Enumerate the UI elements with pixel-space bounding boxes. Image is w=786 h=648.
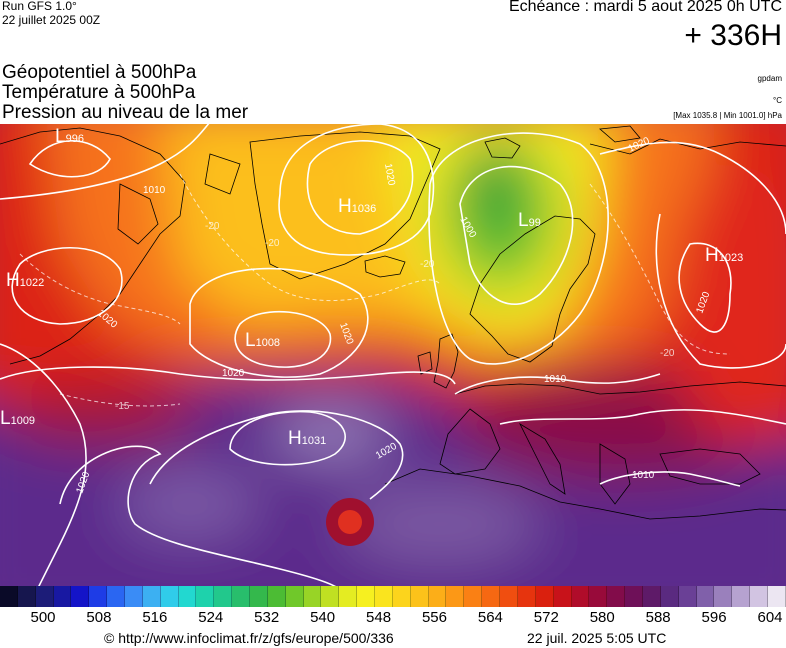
unit-geopotential: gpdam [757,74,782,83]
colorbar-tick-label: 532 [254,609,280,626]
colorbar-swatch [732,586,751,607]
isotherm-label: -20 [420,259,435,270]
colorbar-swatch [571,586,590,607]
geopotential-colorbar [0,586,786,607]
source-credit: © http://www.infoclimat.fr/z/gfs/europe/… [104,630,394,646]
colorbar-tick-label: 524 [198,609,224,626]
field-geopotential-title: Géopotentiel à 500hPa [2,62,197,83]
colorbar-swatch [89,586,108,607]
coastlines [0,125,786,520]
colorbar-swatch [392,586,411,607]
pressure-center-label: H1036 [338,196,376,217]
isotherm-label: -20 [205,221,220,232]
lead-time-label: + 336H [684,19,782,52]
colorbar-swatch [107,586,126,607]
pressure-center-label: L1009 [0,408,35,429]
colorbar-swatch [17,586,36,607]
unit-temperature: °C [773,96,782,105]
colorbar-tick-label: 500 [30,609,56,626]
colorbar-swatch [267,586,286,607]
isobar-label: 1010 [544,374,567,385]
colorbar-tick-label: 588 [645,609,671,626]
colorbar-swatch [53,586,72,607]
colorbar-swatch [625,586,643,607]
isobar-label: 1020 [222,368,245,379]
colorbar-swatch [196,586,215,607]
colorbar-swatch [357,586,376,607]
colorbar-swatch [303,586,322,607]
colorbar-swatch [232,586,251,607]
pressure-center-label: H1023 [705,245,743,266]
colorbar-swatch [607,586,626,607]
colorbar-tick-label: 540 [310,609,336,626]
colorbar-swatch [410,586,429,607]
run-date: 22 juillet 2025 00Z [2,13,101,27]
colorbar-swatch [482,586,501,607]
colorbar-swatch [517,586,536,607]
pressure-center-label: H1031 [288,428,326,449]
field-temperature-title: Température à 500hPa [2,82,196,103]
pressure-center-label: H1022 [6,270,44,291]
colorbar-swatch [35,586,54,607]
colorbar-swatch [589,586,608,607]
colorbar-swatch [535,586,554,607]
colorbar-swatch [714,586,733,607]
colorbar-swatch [142,586,161,607]
colorbar-swatch [750,586,768,607]
colorbar-swatch [178,586,197,607]
valid-time-label: Echéance : mardi 5 aout 2025 0h UTC [508,0,782,15]
colorbar-swatch [678,586,697,607]
colorbar-tick-label: 604 [757,609,783,626]
isotherm-label: -20 [660,348,675,359]
colorbar-swatch [500,586,518,607]
colorbar-tick-label: 564 [477,609,503,626]
colorbar-swatch [214,586,233,607]
colorbar-swatch [285,586,304,607]
colorbar-tick-label: 580 [589,609,615,626]
isotherms [19,173,731,407]
colorbar-tick-label: 556 [421,609,447,626]
weather-map: L996 H1036 L99 H1023 H1022 L1008 L1009 H… [0,124,786,586]
isobars [0,124,786,586]
isotherm-label: -15 [115,401,130,412]
colorbar-tick-label: 508 [86,609,112,626]
run-label: Run GFS 1.0° [2,0,77,13]
colorbar-swatch [71,586,90,607]
field-pressure-title: Pression au niveau de la mer [2,102,249,123]
colorbar-swatch [696,586,715,607]
colorbar-swatch [553,586,572,607]
unit-pressure-range: [Max 1035.8 | Min 1001.0] hPa [673,111,782,120]
colorbar-ticks: 500 508 516 524 532 540 548 556 564 572 580 588 596 6… [0,609,786,627]
colorbar-tick-label: 516 [142,609,168,626]
isotherm-label: -20 [265,238,280,249]
isobar-label: 1010 [632,470,655,481]
colorbar-swatch [464,586,483,607]
colorbar-swatch [339,586,358,607]
colorbar-tick-label: 572 [533,609,559,626]
colorbar-swatch [160,586,179,607]
pressure-center-label: L1008 [245,330,280,351]
colorbar-tick-label: 596 [701,609,727,626]
colorbar-swatch [250,586,268,607]
colorbar-swatch [428,586,447,607]
isobar-label: 1020 [382,163,397,187]
colorbar-swatch [0,586,18,607]
colorbar-swatch [321,586,340,607]
colorbar-swatch [446,586,465,607]
colorbar-swatch [660,586,679,607]
pressure-center-label: L99 [518,210,541,231]
colorbar-swatch [767,586,786,607]
colorbar-swatch [375,586,393,607]
pressure-center-label: L996 [55,126,84,147]
colorbar-swatch [642,586,661,607]
isobar-label: 1010 [143,185,166,196]
colorbar-tick-label: 548 [366,609,392,626]
issue-timestamp: 22 juil. 2025 5:05 UTC [527,630,667,646]
colorbar-swatch [125,586,143,607]
